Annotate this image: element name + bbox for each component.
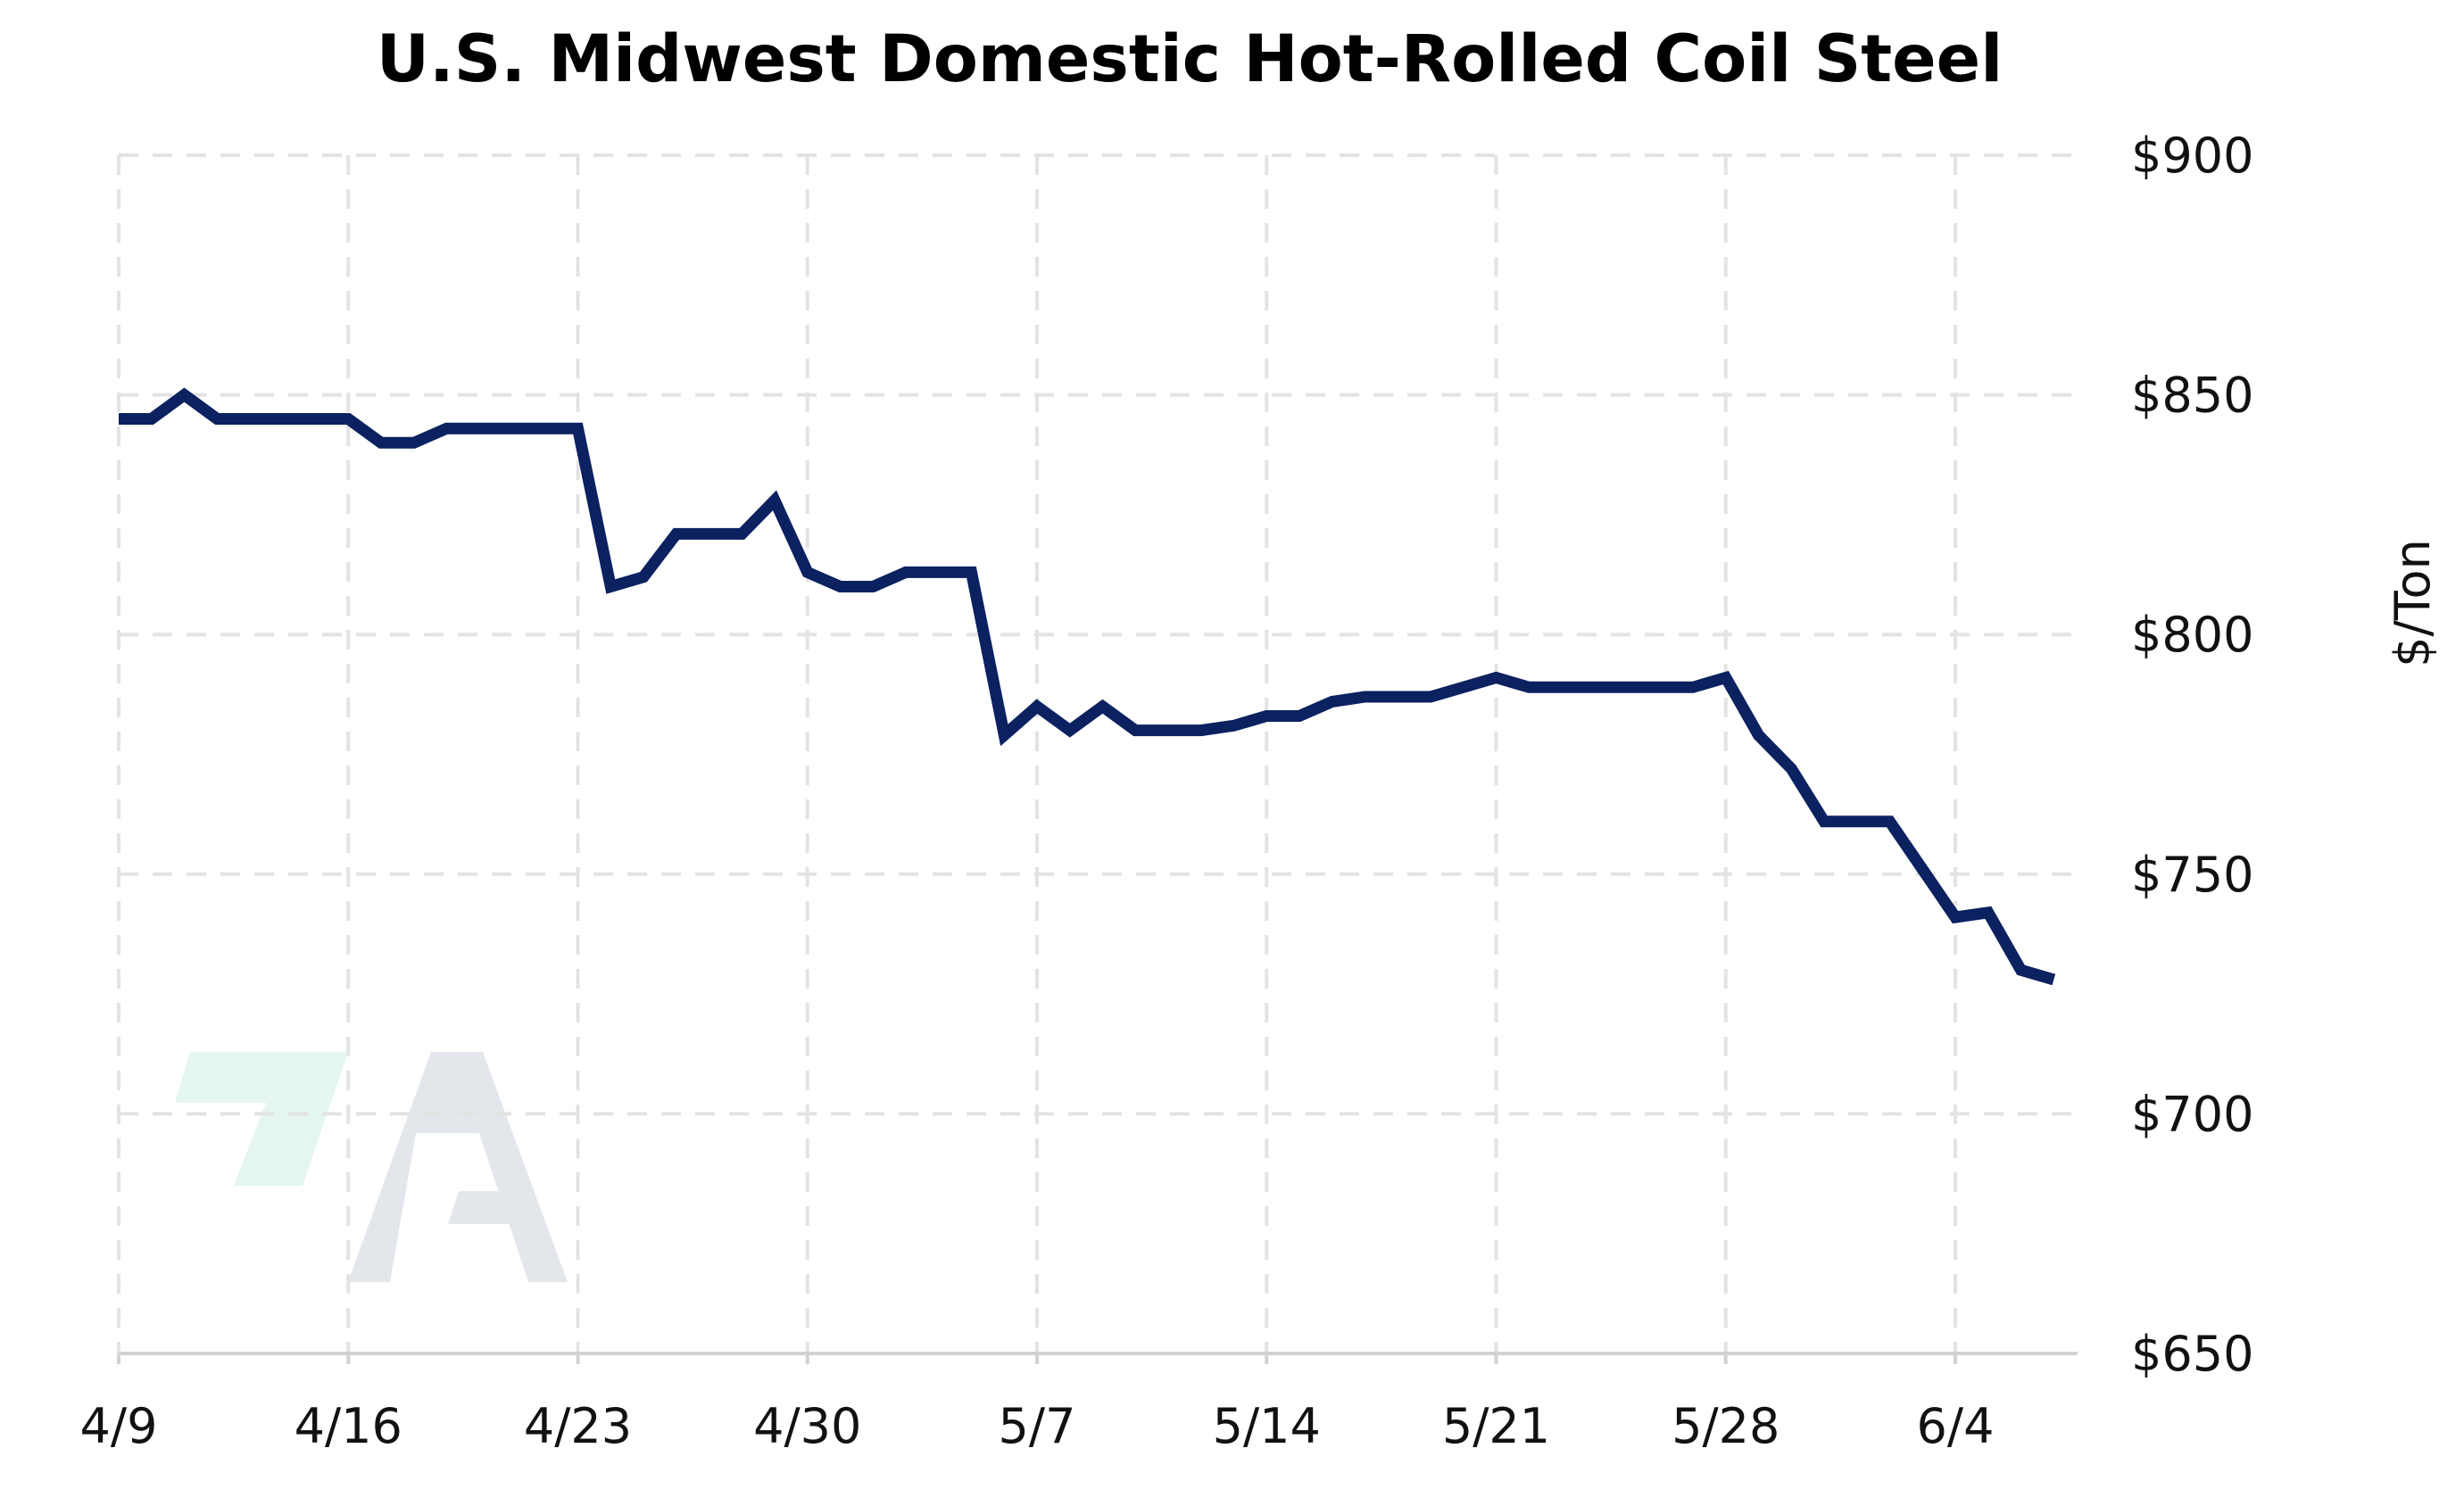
y-tick-label: $900 — [2131, 128, 2253, 184]
x-tick-label: 5/14 — [1213, 1398, 1321, 1454]
x-tick-label: 4/16 — [295, 1398, 402, 1454]
x-tick-label: 5/7 — [999, 1398, 1076, 1454]
series-line — [119, 387, 2056, 986]
logo-letter-a-bar — [448, 1191, 524, 1224]
y-tick-label: $750 — [2131, 847, 2253, 903]
x-tick-label: 4/23 — [524, 1398, 632, 1454]
x-tick-label: 4/9 — [80, 1398, 158, 1454]
x-tick-label: 6/4 — [1917, 1398, 1995, 1454]
y-tick-label: $850 — [2131, 368, 2253, 424]
y-axis-label: $/Ton — [2385, 539, 2441, 667]
y-tick-label: $650 — [2131, 1326, 2253, 1382]
logo-watermark — [175, 1052, 568, 1282]
logo-letter-a — [348, 1052, 568, 1282]
gridlines — [117, 153, 2078, 1353]
y-tick-label: $700 — [2131, 1086, 2253, 1142]
chart-title: U.S. Midwest Domestic Hot-Rolled Coil St… — [377, 21, 2003, 97]
x-tick-label: 5/21 — [1442, 1398, 1550, 1454]
logo-accent-shape — [175, 1052, 348, 1186]
y-tick-labels: $650 $700 $750 $800 $850 $900 — [2131, 128, 2253, 1382]
series-layer — [119, 387, 2056, 986]
x-axis — [117, 1352, 2078, 1364]
x-tick-labels: 4/9 4/16 4/23 4/30 5/7 5/14 5/21 5/28 6/4 — [80, 1398, 1995, 1454]
x-tick-label: 5/28 — [1672, 1398, 1780, 1454]
x-tick-label: 4/30 — [753, 1398, 861, 1454]
y-tick-label: $800 — [2131, 607, 2253, 663]
